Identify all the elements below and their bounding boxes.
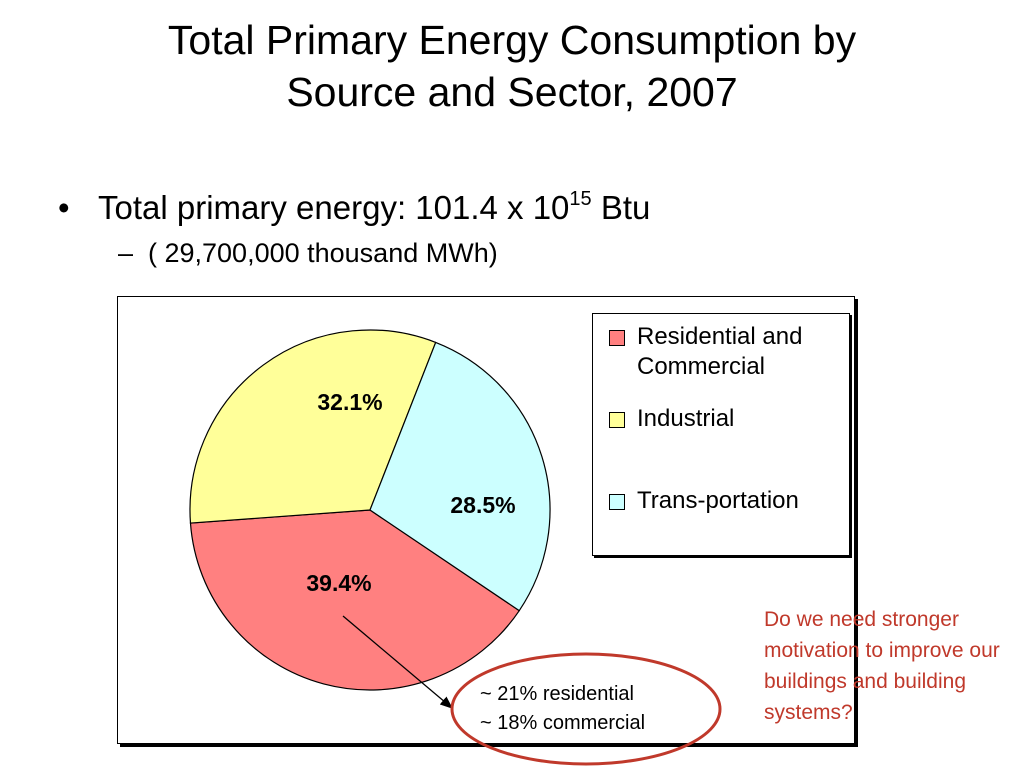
residential-commercial-callout: ~ 21% residential ~ 18% commercial [480, 680, 645, 738]
legend-swatch-industrial [609, 412, 625, 428]
sub-bullet-marker: – [118, 238, 134, 268]
title-line-1: Total Primary Energy Consumption by [167, 17, 857, 63]
motivation-note: Do we need stronger motivation to improv… [764, 608, 1000, 724]
bullet-marker: • [58, 189, 70, 226]
chart-frame [117, 296, 855, 744]
bullet-exponent: 15 [569, 188, 592, 210]
legend-swatch-residential-commercial [609, 330, 625, 346]
legend-item-residential-commercial: Residential and Commercial [609, 322, 847, 382]
pie-label-industrial: 32.1% [317, 389, 382, 415]
title-line-2: Source and Sector, 2007 [286, 69, 738, 115]
bullet-total-energy: • Total primary energy: 101.4 x 1015 Btu [58, 188, 650, 227]
pie-label-residential-and-commercial: 39.4% [306, 570, 371, 596]
slide-title: Total Primary Energy Consumption by Sour… [0, 14, 1024, 118]
legend-label-transportation: Trans-portation [637, 487, 799, 514]
pie-slice-industrial [189, 329, 437, 524]
legend-item-transportation: Trans-portation [609, 486, 847, 516]
chart-legend: Residential and Commercial Industrial Tr… [592, 313, 850, 556]
pie-slices [189, 329, 551, 691]
bullet-text: Total primary energy: 101.4 x 10 [98, 189, 570, 226]
sub-bullet-mwh: –( 29,700,000 thousand MWh) [118, 238, 498, 269]
legend-label-industrial: Industrial [637, 405, 735, 432]
legend-swatch-transportation [609, 494, 625, 510]
callout-arrow [342, 615, 453, 709]
pie-slice-trans-portation [369, 341, 551, 612]
sub-bullet-text: ( 29,700,000 thousand MWh) [148, 238, 498, 268]
callout-residential: ~ 21% residential [480, 683, 634, 705]
pie-labels: 39.4% 32.1% 28.5% [306, 389, 515, 596]
callout-graphics [342, 615, 722, 766]
pie-slice-residential-and-commercial [189, 509, 521, 691]
bullet-unit: Btu [591, 189, 651, 226]
callout-ring [450, 652, 722, 766]
callout-commercial: ~ 18% commercial [480, 712, 646, 734]
legend-item-industrial: Industrial [609, 404, 847, 434]
pie-label-trans-portation: 28.5% [450, 492, 515, 518]
legend-label-residential-commercial: Residential and Commercial [637, 323, 803, 380]
